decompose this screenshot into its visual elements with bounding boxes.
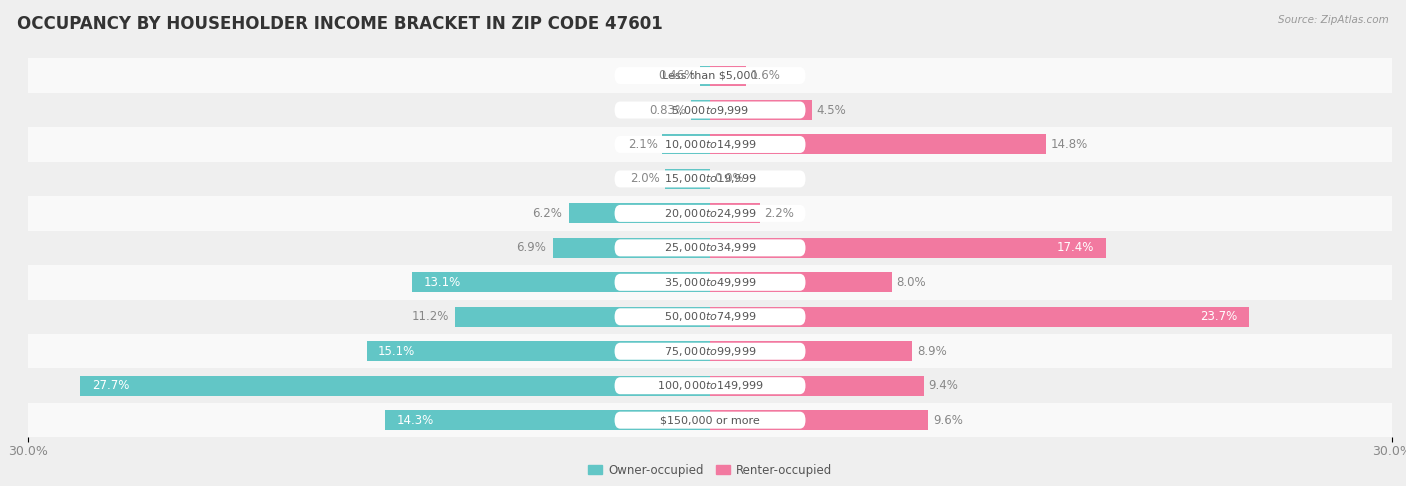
Text: 8.9%: 8.9% [917, 345, 946, 358]
Bar [710, 307, 1249, 327]
Text: 6.9%: 6.9% [516, 242, 547, 254]
FancyBboxPatch shape [614, 274, 806, 291]
FancyBboxPatch shape [614, 171, 806, 188]
Text: $75,000 to $99,999: $75,000 to $99,999 [664, 345, 756, 358]
Bar [710, 204, 761, 224]
FancyBboxPatch shape [614, 412, 806, 429]
Bar [710, 100, 813, 120]
Bar [710, 238, 1105, 258]
Text: $20,000 to $24,999: $20,000 to $24,999 [664, 207, 756, 220]
Bar [28, 368, 1392, 403]
Bar [28, 265, 1392, 299]
Text: Less than $5,000: Less than $5,000 [662, 70, 758, 81]
Text: $15,000 to $19,999: $15,000 to $19,999 [664, 173, 756, 186]
Text: $35,000 to $49,999: $35,000 to $49,999 [664, 276, 756, 289]
Bar [710, 135, 1046, 155]
Legend: Owner-occupied, Renter-occupied: Owner-occupied, Renter-occupied [588, 464, 832, 477]
Bar [385, 410, 710, 430]
Text: 0.46%: 0.46% [658, 69, 695, 82]
FancyBboxPatch shape [614, 343, 806, 360]
Bar [553, 238, 710, 258]
Text: 14.8%: 14.8% [1052, 138, 1088, 151]
Text: 9.6%: 9.6% [932, 414, 963, 427]
FancyBboxPatch shape [614, 205, 806, 222]
Bar [28, 231, 1392, 265]
Bar [28, 403, 1392, 437]
Text: 11.2%: 11.2% [412, 310, 449, 323]
Bar [28, 196, 1392, 231]
Bar [28, 58, 1392, 93]
Bar [28, 127, 1392, 162]
Text: 4.5%: 4.5% [817, 104, 846, 117]
Text: $100,000 to $149,999: $100,000 to $149,999 [657, 379, 763, 392]
Text: $10,000 to $14,999: $10,000 to $14,999 [664, 138, 756, 151]
FancyBboxPatch shape [614, 67, 806, 84]
Bar [28, 162, 1392, 196]
Text: $150,000 or more: $150,000 or more [661, 415, 759, 425]
Text: $50,000 to $74,999: $50,000 to $74,999 [664, 310, 756, 323]
Bar [569, 204, 710, 224]
Text: 17.4%: 17.4% [1057, 242, 1094, 254]
FancyBboxPatch shape [614, 308, 806, 325]
Bar [710, 341, 912, 361]
FancyBboxPatch shape [614, 102, 806, 119]
Bar [710, 376, 924, 396]
Text: 2.1%: 2.1% [628, 138, 658, 151]
Text: 13.1%: 13.1% [423, 276, 461, 289]
Text: Source: ZipAtlas.com: Source: ZipAtlas.com [1278, 15, 1389, 25]
Text: 23.7%: 23.7% [1201, 310, 1237, 323]
FancyBboxPatch shape [614, 377, 806, 394]
Bar [700, 66, 710, 86]
FancyBboxPatch shape [614, 240, 806, 256]
Bar [412, 272, 710, 292]
Bar [710, 410, 928, 430]
Bar [456, 307, 710, 327]
Text: 14.3%: 14.3% [396, 414, 433, 427]
Text: 8.0%: 8.0% [897, 276, 927, 289]
Bar [28, 93, 1392, 127]
Bar [665, 169, 710, 189]
Bar [80, 376, 710, 396]
Text: 2.0%: 2.0% [630, 173, 659, 186]
Text: 15.1%: 15.1% [378, 345, 415, 358]
Text: $5,000 to $9,999: $5,000 to $9,999 [671, 104, 749, 117]
Bar [28, 334, 1392, 368]
Text: 9.4%: 9.4% [928, 379, 957, 392]
Bar [710, 66, 747, 86]
Text: OCCUPANCY BY HOUSEHOLDER INCOME BRACKET IN ZIP CODE 47601: OCCUPANCY BY HOUSEHOLDER INCOME BRACKET … [17, 15, 662, 33]
Bar [692, 100, 710, 120]
Text: 1.6%: 1.6% [751, 69, 780, 82]
FancyBboxPatch shape [614, 136, 806, 153]
Text: 0.83%: 0.83% [650, 104, 686, 117]
Bar [662, 135, 710, 155]
Text: 6.2%: 6.2% [533, 207, 562, 220]
Bar [28, 299, 1392, 334]
Text: 2.2%: 2.2% [765, 207, 794, 220]
Text: 0.0%: 0.0% [714, 173, 744, 186]
Text: $25,000 to $34,999: $25,000 to $34,999 [664, 242, 756, 254]
Text: 27.7%: 27.7% [91, 379, 129, 392]
Bar [710, 272, 891, 292]
Bar [367, 341, 710, 361]
